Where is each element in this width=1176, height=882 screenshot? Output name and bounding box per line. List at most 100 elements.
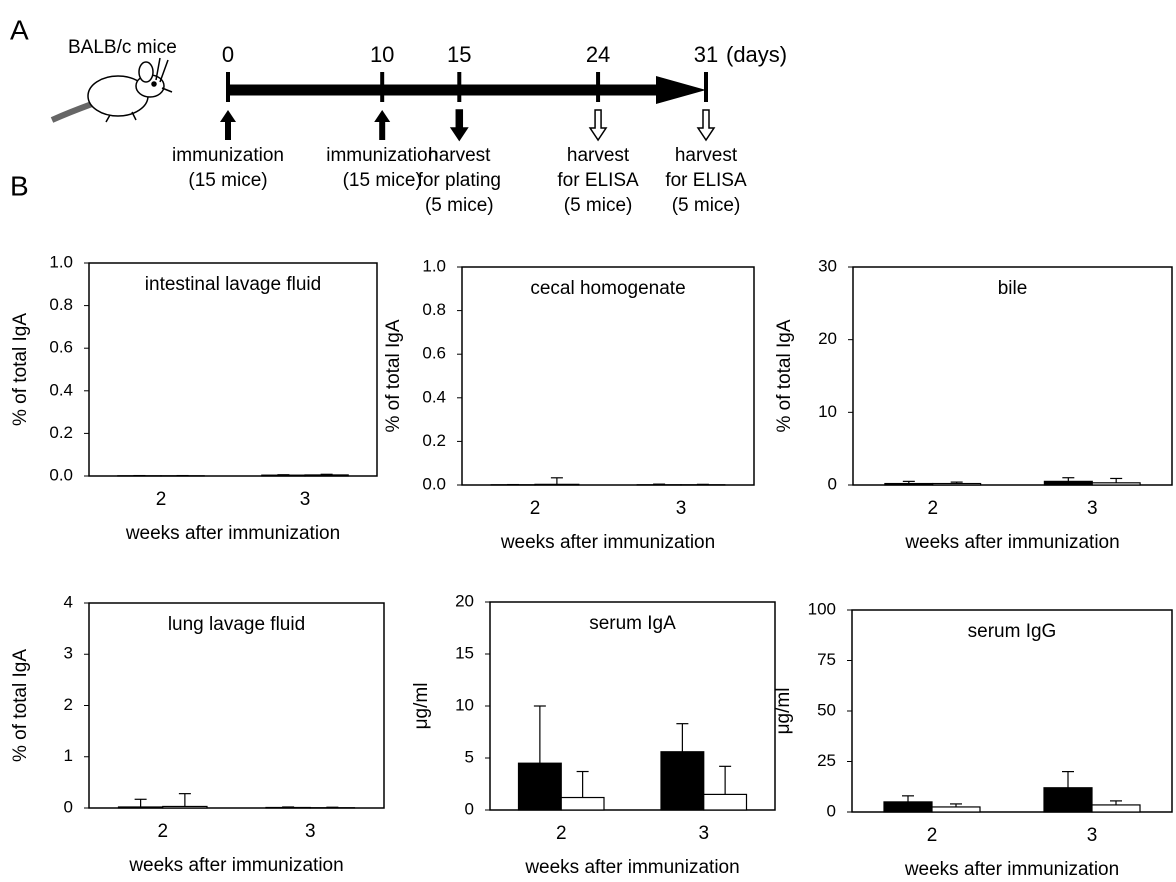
x-tick-label: 2 <box>927 825 938 846</box>
bar <box>517 762 562 811</box>
bar <box>884 482 934 486</box>
error-bar <box>1110 800 1122 805</box>
day-label: 0 <box>222 42 234 67</box>
y-tick-label: 25 <box>817 751 836 770</box>
event-label: harvest <box>675 145 738 166</box>
x-tick-label: 2 <box>530 498 541 519</box>
event-label: (15 mice) <box>343 170 422 191</box>
y-tick-label: 0.0 <box>422 474 446 493</box>
y-tick-label: 15 <box>455 643 474 662</box>
chart-title: bile <box>998 278 1028 299</box>
error-bar <box>1110 477 1123 483</box>
event-label: for plating <box>418 170 501 191</box>
error-bar <box>282 806 295 808</box>
x-tick-label: 3 <box>300 489 311 510</box>
y-tick-label: 0 <box>64 797 73 816</box>
bar <box>304 474 349 477</box>
bar <box>1091 804 1141 813</box>
day-label: 31 <box>694 42 718 67</box>
y-axis-label: μg/ml <box>411 683 432 730</box>
day-label: 10 <box>370 42 394 67</box>
x-axis-label: weeks after immunization <box>524 857 739 878</box>
bar <box>1043 480 1093 486</box>
chart-title: serum IgA <box>589 613 676 634</box>
bar <box>534 483 580 486</box>
error-bar <box>320 473 333 475</box>
y-tick-label: 0.2 <box>422 431 446 450</box>
day-label: 24 <box>586 42 610 67</box>
event-label: harvest <box>428 145 491 166</box>
y-tick-label: 0 <box>828 474 837 493</box>
chart-title: serum IgG <box>968 621 1057 642</box>
y-axis-label: % of total IgA <box>10 649 31 762</box>
error-bar <box>576 770 589 798</box>
y-tick-label: 20 <box>818 329 837 348</box>
y-tick-label: 1.0 <box>49 252 73 271</box>
y-tick-label: 0.2 <box>49 423 73 442</box>
chart-title: cecal homogenate <box>530 278 685 299</box>
plot-frame <box>88 262 378 477</box>
error-bar <box>550 477 563 485</box>
y-tick-label: 10 <box>455 695 474 714</box>
y-tick-label: 50 <box>817 700 836 719</box>
y-tick-label: 4 <box>64 592 73 611</box>
x-tick-label: 3 <box>305 821 316 842</box>
mouse-icon <box>50 57 173 123</box>
y-tick-label: 75 <box>817 650 836 669</box>
x-tick-label: 2 <box>157 821 168 842</box>
y-tick-label: 0.8 <box>422 300 446 319</box>
y-tick-label: 3 <box>64 644 73 663</box>
bar <box>931 806 981 813</box>
y-tick-label: 0.6 <box>49 338 73 357</box>
y-axis-label: % of total IgA <box>774 319 795 432</box>
x-tick-label: 3 <box>676 498 687 519</box>
y-axis-label: % of total IgA <box>383 319 404 432</box>
x-axis-label: weeks after immunization <box>904 532 1119 553</box>
timeline-arrowhead <box>656 76 706 104</box>
error-bar <box>719 765 732 795</box>
error-bar <box>653 483 666 485</box>
bar <box>117 806 164 809</box>
y-tick-label: 20 <box>455 591 474 610</box>
y-tick-label: 0 <box>827 801 836 820</box>
chart-title: intestinal lavage fluid <box>145 274 321 295</box>
event-label: immunization <box>172 145 284 166</box>
bar <box>660 751 705 811</box>
x-tick-label: 3 <box>698 823 709 844</box>
error-bar <box>950 481 963 484</box>
day-label: 15 <box>447 42 471 67</box>
arrow <box>374 110 391 140</box>
error-bar <box>326 806 339 808</box>
bar <box>560 796 605 811</box>
panel-label: A <box>10 14 29 45</box>
y-tick-label: 1 <box>64 746 73 765</box>
x-tick-label: 3 <box>1087 498 1098 519</box>
event-label: (5 mice) <box>425 195 494 216</box>
bar <box>883 801 933 813</box>
event-label: for ELISA <box>665 170 747 191</box>
error-bar <box>134 798 147 807</box>
error-bar <box>533 705 546 764</box>
bar <box>162 805 208 809</box>
bar <box>932 482 982 486</box>
error-bar <box>950 803 962 807</box>
x-tick-label: 2 <box>927 498 938 519</box>
bar <box>1043 787 1093 813</box>
x-axis-label: weeks after immunization <box>904 859 1119 880</box>
x-axis-label: weeks after immunization <box>500 532 715 553</box>
plot-frame <box>461 266 755 486</box>
error-bar <box>178 793 191 807</box>
y-axis-label: μg/ml <box>773 688 794 735</box>
error-bar <box>902 795 914 802</box>
timeline-unit: (days) <box>726 42 787 67</box>
error-bar <box>902 480 915 484</box>
event-label: (5 mice) <box>672 195 741 216</box>
y-tick-label: 0 <box>465 799 474 818</box>
y-tick-label: 0.4 <box>422 387 446 406</box>
x-tick-label: 2 <box>556 823 567 844</box>
y-tick-label: 30 <box>818 256 837 275</box>
event-label: (5 mice) <box>564 195 633 216</box>
error-bar <box>1062 770 1074 788</box>
y-tick-label: 5 <box>465 747 474 766</box>
y-tick-label: 0.6 <box>422 344 446 363</box>
